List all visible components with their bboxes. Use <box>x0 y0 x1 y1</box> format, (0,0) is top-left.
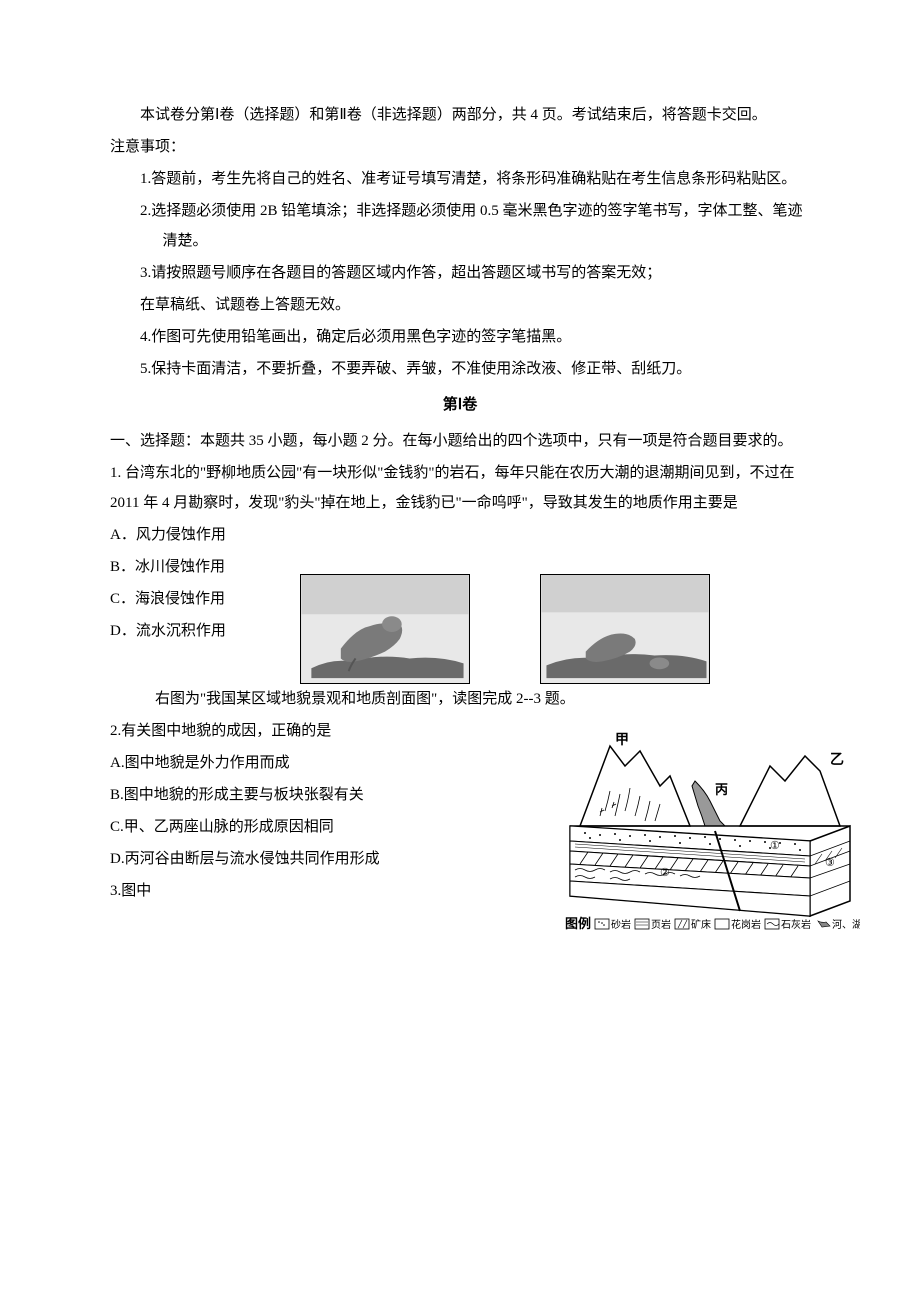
q1-image-left <box>300 574 470 684</box>
notice-label: 注意事项： <box>110 132 810 162</box>
svg-text:矿床: 矿床 <box>691 918 711 931</box>
q2-lead: 右图为"我国某区域地貌景观和地质剖面图"，读图完成 2--3 题。 <box>110 684 810 714</box>
label-jia: 甲 <box>615 732 629 748</box>
svg-text:花岗岩: 花岗岩 <box>731 918 761 931</box>
note-4: 4.作图可先使用铅笔画出，确定后必须用黑色字迹的签字笔描黑。 <box>110 322 810 352</box>
section-1-instruction: 一、选择题：本题共 35 小题，每小题 2 分。在每小题给出的四个选项中，只有一… <box>110 426 810 456</box>
note-1: 1.答题前，考生先将自己的姓名、准考证号填写清楚，将条形码准确粘贴在考生信息条形… <box>110 164 810 194</box>
svg-text:页岩: 页岩 <box>651 918 671 931</box>
section-1-title: 第Ⅰ卷 <box>110 390 810 420</box>
note-2: 2.选择题必须使用 2B 铅笔填涂；非选择题必须使用 0.5 毫米黑色字迹的签字… <box>110 196 810 256</box>
label-1: ① <box>770 840 780 852</box>
label-yi: 乙 <box>830 752 844 768</box>
svg-text:砂岩: 砂岩 <box>611 918 631 931</box>
legend-title: 图例 <box>565 916 591 931</box>
svg-text:石灰岩: 石灰岩 <box>781 918 811 931</box>
q1-stem: 1. 台湾东北的"野柳地质公园"有一块形似"金钱豹"的岩石，每年只能在农历大潮的… <box>110 458 810 518</box>
svg-text:河、湖: 河、湖 <box>832 919 860 931</box>
note-3-cont: 在草稿纸、试题卷上答题无效。 <box>110 290 810 320</box>
q1-option-a: A．风力侵蚀作用 <box>110 520 810 550</box>
label-bing: 丙 <box>715 782 728 797</box>
geology-cross-section-icon: 甲 乙 丙 ① ② ③ 图例 砂岩 页岩 矿床 花岗岩 <box>560 716 860 936</box>
intro-paragraph: 本试卷分第Ⅰ卷（选择题）和第Ⅱ卷（非选择题）两部分，共 4 页。考试结束后，将答… <box>110 100 810 130</box>
note-5: 5.保持卡面清洁，不要折叠，不要弄破、弄皱，不准使用涂改液、修正带、刮纸刀。 <box>110 354 810 384</box>
geology-diagram: 甲 乙 丙 ① ② ③ 图例 砂岩 页岩 矿床 花岗岩 <box>560 716 860 936</box>
label-2: ② <box>660 867 670 879</box>
leopard-rock-after-icon <box>541 575 709 683</box>
q1-images <box>300 574 710 684</box>
q1-image-right <box>540 574 710 684</box>
label-3: ③ <box>825 857 835 869</box>
note-3: 3.请按照题号顺序在各题目的答题区域内作答，超出答题区域书写的答案无效； <box>110 258 810 288</box>
leopard-rock-before-icon <box>301 575 469 683</box>
question-2-3-block: 右图为"我国某区域地貌景观和地质剖面图"，读图完成 2--3 题。 2.有关图中… <box>110 684 810 906</box>
question-1: 1. 台湾东北的"野柳地质公园"有一块形似"金钱豹"的岩石，每年只能在农历大潮的… <box>110 458 810 646</box>
